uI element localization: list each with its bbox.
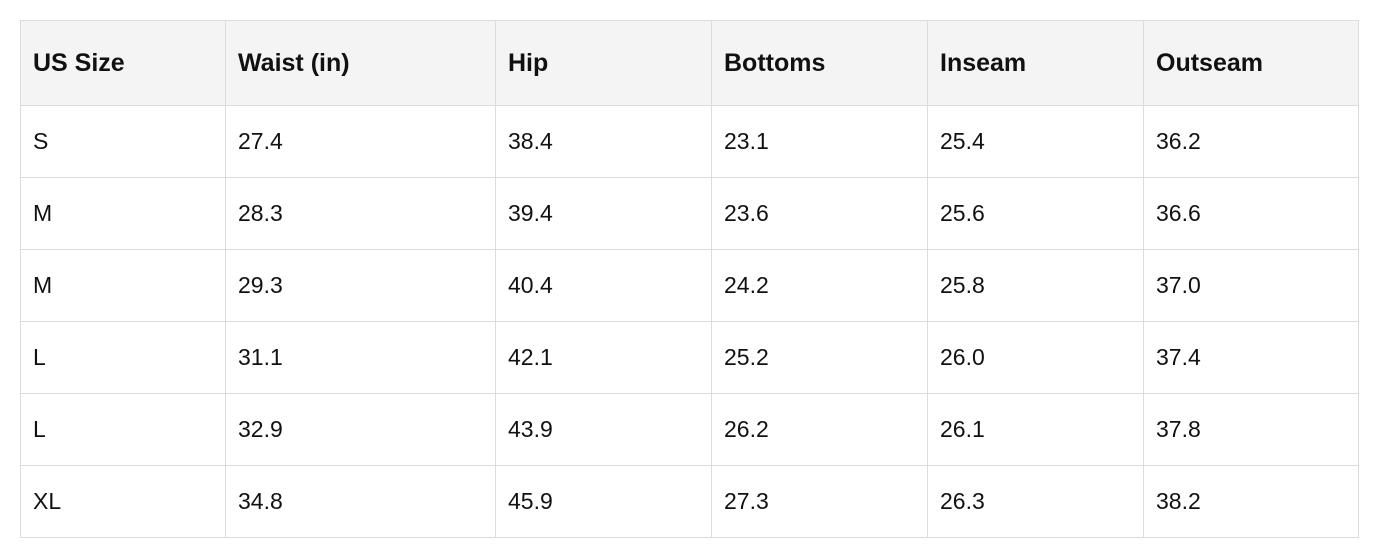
table-cell: 34.8: [225, 465, 496, 538]
table-row: S 27.4 38.4 23.1 25.4 36.2: [20, 105, 1359, 178]
table-cell: 29.3: [225, 249, 496, 322]
table-cell: 25.8: [927, 249, 1144, 322]
header-row: US Size Waist (in) Hip Bottoms Inseam Outseam: [20, 20, 1359, 106]
table-cell: 28.3: [225, 177, 496, 250]
table-cell: 26.2: [711, 393, 928, 466]
table-cell: 23.6: [711, 177, 928, 250]
table-cell: 37.4: [1143, 321, 1359, 394]
table-cell: L: [20, 321, 226, 394]
table-cell: 24.2: [711, 249, 928, 322]
table-row: M 28.3 39.4 23.6 25.6 36.6: [20, 177, 1359, 250]
table-cell: M: [20, 249, 226, 322]
table-row: XL 34.8 45.9 27.3 26.3 38.2: [20, 465, 1359, 538]
table-cell: 26.1: [927, 393, 1144, 466]
table-cell: 27.3: [711, 465, 928, 538]
table-cell: 45.9: [495, 465, 712, 538]
table-body: S 27.4 38.4 23.1 25.4 36.2 M 28.3 39.4 23.6 25.6 36…: [20, 105, 1359, 538]
table-cell: 32.9: [225, 393, 496, 466]
header-cell: Hip: [495, 20, 712, 106]
header-cell: Waist (in): [225, 20, 496, 106]
table-cell: 25.6: [927, 177, 1144, 250]
table-cell: 26.0: [927, 321, 1144, 394]
size-table: US Size Waist (in) Hip Bottoms Inseam Outseam…: [20, 20, 1359, 538]
table-cell: 26.3: [927, 465, 1144, 538]
table-cell: 38.4: [495, 105, 712, 178]
table-cell: 31.1: [225, 321, 496, 394]
table-cell: 27.4: [225, 105, 496, 178]
table-cell: M: [20, 177, 226, 250]
table-cell: 25.2: [711, 321, 928, 394]
table-row: M 29.3 40.4 24.2 25.8 37.0: [20, 249, 1359, 322]
table-cell: 42.1: [495, 321, 712, 394]
header-cell: Bottoms: [711, 20, 928, 106]
table-cell: 23.1: [711, 105, 928, 178]
table-cell: 43.9: [495, 393, 712, 466]
header-cell: Outseam: [1143, 20, 1359, 106]
table-row: L 31.1 42.1 25.2 26.0 37.4: [20, 321, 1359, 394]
table-cell: 25.4: [927, 105, 1144, 178]
table-cell: 38.2: [1143, 465, 1359, 538]
table-cell: S: [20, 105, 226, 178]
table-cell: 40.4: [495, 249, 712, 322]
table-cell: 36.6: [1143, 177, 1359, 250]
header-cell: US Size: [20, 20, 226, 106]
table-row: L 32.9 43.9 26.2 26.1 37.8: [20, 393, 1359, 466]
table-cell: L: [20, 393, 226, 466]
table-cell: 37.8: [1143, 393, 1359, 466]
table-cell: XL: [20, 465, 226, 538]
table-cell: 39.4: [495, 177, 712, 250]
table-cell: 37.0: [1143, 249, 1359, 322]
header-cell: Inseam: [927, 20, 1144, 106]
table-cell: 36.2: [1143, 105, 1359, 178]
